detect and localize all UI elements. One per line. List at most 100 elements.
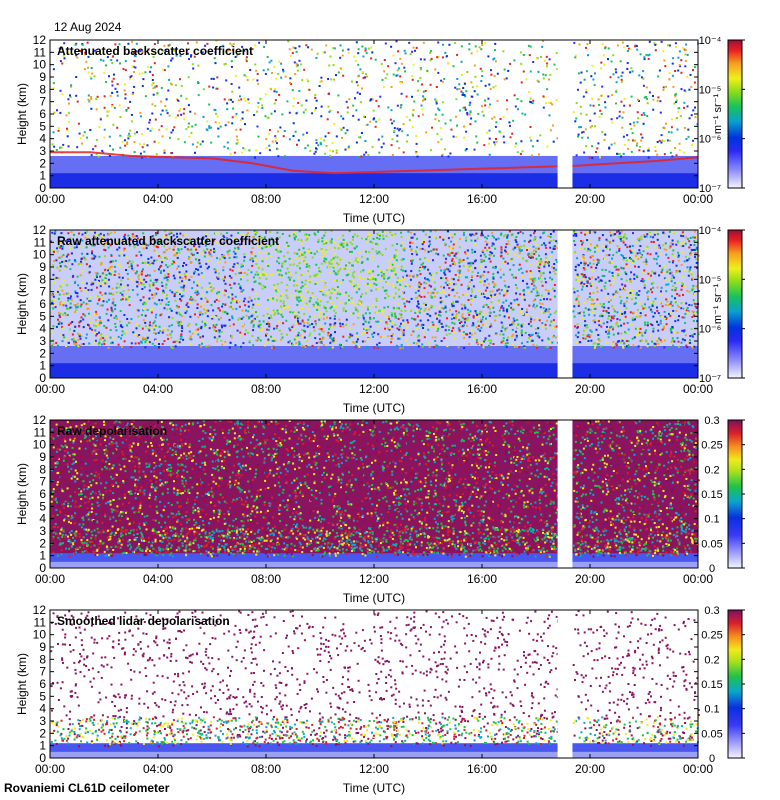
noise-cell	[227, 313, 230, 316]
noise-cell	[402, 329, 405, 332]
noise-cell	[178, 109, 181, 112]
noise-cell	[689, 237, 692, 239]
noise-cell	[362, 323, 365, 326]
noise-cell	[367, 321, 370, 324]
noise-cell	[586, 43, 589, 46]
noise-cell	[96, 281, 99, 284]
noise-cell	[141, 270, 144, 273]
noise-cell	[587, 264, 590, 267]
noise-cell	[275, 136, 277, 139]
noise-cell	[298, 45, 301, 48]
noise-cell	[576, 326, 579, 329]
noise-cell	[248, 101, 250, 104]
noise-cell	[59, 146, 61, 149]
noise-cell	[690, 328, 693, 331]
noise-cell	[644, 331, 647, 334]
noise-cell	[204, 251, 207, 254]
noise-cell	[412, 274, 415, 277]
noise-cell	[656, 262, 659, 265]
noise-cell	[278, 93, 281, 96]
noise-cell	[610, 299, 612, 302]
noise-cell	[151, 324, 154, 327]
noise-cell	[277, 130, 279, 133]
noise-cell	[496, 99, 499, 102]
noise-cell	[376, 346, 379, 349]
noise-cell	[168, 247, 171, 250]
noise-cell	[144, 314, 147, 317]
noise-cell	[439, 314, 442, 317]
noise-cell	[330, 301, 333, 303]
noise-cell	[669, 245, 672, 248]
noise-cell	[114, 326, 117, 328]
noise-cell	[143, 301, 146, 304]
noise-cell	[373, 331, 376, 334]
noise-cell	[503, 315, 506, 318]
noise-cell	[167, 329, 169, 331]
noise-cell	[601, 305, 604, 308]
noise-cell	[541, 303, 544, 305]
noise-cell	[664, 278, 667, 281]
noise-cell	[85, 263, 88, 266]
noise-cell	[88, 271, 91, 274]
noise-cell	[231, 308, 234, 311]
noise-cell	[468, 336, 471, 339]
noise-cell	[455, 98, 458, 101]
noise-cell	[625, 272, 628, 275]
noise-cell	[144, 261, 147, 264]
noise-cell	[299, 334, 302, 337]
noise-cell	[392, 333, 395, 336]
noise-cell	[337, 244, 340, 247]
noise-cell	[384, 327, 386, 330]
noise-cell	[190, 54, 193, 57]
noise-cell	[375, 250, 378, 253]
noise-cell	[470, 298, 473, 301]
noise-cell	[609, 248, 611, 251]
noise-cell	[131, 278, 134, 281]
noise-cell	[391, 154, 394, 156]
noise-cell	[633, 256, 636, 259]
noise-cell	[370, 98, 372, 101]
noise-cell	[688, 117, 691, 120]
noise-cell	[131, 289, 134, 291]
noise-cell	[145, 247, 148, 250]
noise-cell	[422, 302, 425, 305]
noise-cell	[554, 247, 556, 250]
noise-cell	[464, 253, 467, 256]
noise-cell	[320, 115, 323, 118]
noise-cell	[231, 100, 234, 103]
noise-cell	[456, 124, 458, 127]
noise-cell	[393, 261, 396, 264]
noise-cell	[346, 106, 349, 109]
noise-cell	[346, 242, 349, 245]
x-tick-label: 00:00	[35, 192, 65, 206]
noise-cell	[420, 324, 423, 327]
noise-cell	[223, 294, 226, 297]
noise-cell	[589, 262, 592, 265]
noise-cell	[400, 92, 403, 95]
noise-cell	[555, 325, 558, 328]
noise-cell	[402, 151, 405, 154]
noise-cell	[590, 285, 593, 287]
noise-cell	[593, 84, 596, 87]
noise-cell	[451, 313, 454, 316]
noise-cell	[316, 303, 319, 306]
noise-cell	[481, 318, 484, 321]
noise-cell	[626, 294, 629, 297]
noise-cell	[324, 307, 327, 310]
noise-cell	[91, 244, 93, 247]
noise-cell	[322, 243, 325, 245]
noise-cell	[367, 308, 369, 311]
noise-cell	[293, 234, 296, 237]
noise-cell	[251, 320, 254, 323]
noise-cell	[105, 241, 108, 243]
noise-cell	[486, 324, 488, 327]
noise-cell	[452, 135, 455, 138]
noise-cell	[545, 102, 547, 105]
noise-cell	[106, 232, 109, 235]
noise-cell	[337, 94, 340, 97]
noise-cell	[486, 297, 489, 300]
noise-cell	[413, 100, 416, 103]
noise-cell	[332, 257, 335, 260]
noise-cell	[87, 71, 90, 74]
noise-cell	[581, 285, 584, 288]
